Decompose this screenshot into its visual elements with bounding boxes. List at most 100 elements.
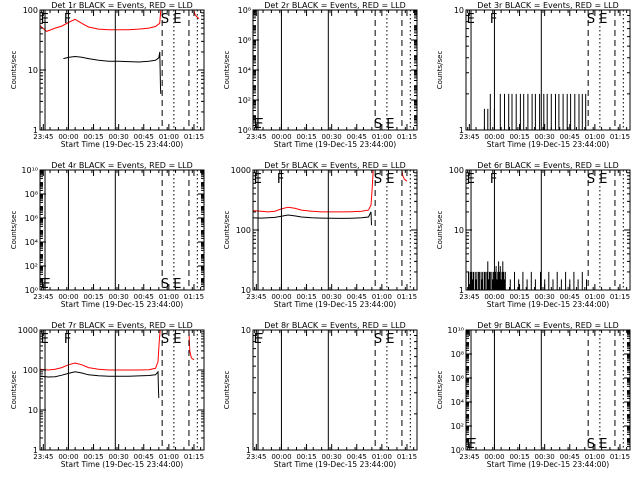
- x-tick-label: 00:45: [347, 293, 367, 301]
- plot-frame: [252, 9, 418, 131]
- phase-label: E: [173, 12, 181, 27]
- x-tick-label: 23:45: [246, 293, 266, 301]
- y-tick-label: 10⁸: [25, 190, 38, 199]
- y-tick-label: 100: [236, 226, 251, 235]
- x-tick-label: 00:00: [58, 133, 78, 141]
- phase-label: S: [161, 12, 169, 27]
- x-tick-label: 00:00: [58, 293, 78, 301]
- phase-label: F: [490, 12, 497, 27]
- x-tick-label: 00:45: [347, 453, 367, 461]
- x-tick-label: 01:00: [585, 453, 605, 461]
- y-tick-label: 10⁶: [238, 36, 251, 45]
- y-axis-label: Counts/sec: [10, 371, 18, 410]
- x-tick-label: 00:15: [509, 453, 529, 461]
- x-tick-label: 01:00: [372, 293, 392, 301]
- phase-label: E: [173, 332, 181, 347]
- y-tick-label: 100: [23, 6, 38, 15]
- phase-label: F: [64, 12, 71, 27]
- phase-label: S: [587, 12, 595, 27]
- x-tick-label: 00:00: [58, 453, 78, 461]
- phase-label: E: [41, 332, 49, 347]
- x-axis-label: Start Time (19-Dec-15 23:44:00): [274, 460, 396, 469]
- x-tick-label: 01:00: [159, 293, 179, 301]
- x-tick-label: 23:45: [246, 453, 266, 461]
- y-axis-label: Counts/sec: [436, 51, 444, 90]
- series-line-black: [63, 51, 162, 94]
- phase-label: F: [277, 172, 284, 187]
- x-tick-label: 00:00: [484, 133, 504, 141]
- x-tick-label: 01:00: [159, 453, 179, 461]
- x-tick-label: 00:30: [535, 133, 555, 141]
- y-tick-label: 1000: [18, 326, 38, 335]
- y-axis-label: Counts/sec: [223, 51, 231, 90]
- phase-label: E: [41, 12, 49, 27]
- x-tick-label: 00:00: [271, 133, 291, 141]
- plot-frame: [465, 329, 631, 451]
- phase-label: E: [467, 437, 475, 452]
- x-axis-label: Start Time (19-Dec-15 23:44:00): [487, 300, 609, 309]
- series-line-black: [252, 211, 372, 226]
- y-axis-label: Counts/sec: [436, 211, 444, 250]
- y-tick-label: 10⁴: [25, 238, 38, 247]
- phase-label: E: [467, 172, 475, 187]
- phase-label: S: [587, 172, 595, 187]
- y-tick-label: 10: [28, 66, 38, 75]
- phase-label: S: [374, 332, 382, 347]
- phase-label: E: [599, 12, 607, 27]
- y-tick-label: 10: [454, 6, 464, 15]
- x-tick-label: 01:00: [585, 133, 605, 141]
- x-tick-label: 00:45: [347, 133, 367, 141]
- x-tick-label: 00:15: [296, 133, 316, 141]
- phase-label: E: [173, 277, 181, 292]
- y-tick-label: 10¹⁰: [447, 326, 464, 335]
- phase-label: S: [374, 117, 382, 132]
- x-axis-label: Start Time (19-Dec-15 23:44:00): [61, 300, 183, 309]
- x-tick-label: 00:15: [296, 453, 316, 461]
- x-tick-label: 00:45: [560, 293, 580, 301]
- x-tick-label: 01:15: [184, 293, 204, 301]
- x-tick-label: 00:30: [109, 293, 129, 301]
- y-axis-label: Counts/sec: [10, 51, 18, 90]
- phase-label: E: [599, 437, 607, 452]
- x-tick-label: 01:15: [610, 453, 630, 461]
- panel-title: Det 6r BLACK = Events, RED = LLD: [477, 161, 619, 170]
- y-tick-label: 10⁰: [25, 286, 38, 295]
- plot-frame: [465, 9, 631, 131]
- phase-label: S: [374, 172, 382, 187]
- x-tick-label: 01:15: [397, 453, 417, 461]
- phase-label: E: [254, 332, 262, 347]
- y-tick-label: 1000: [231, 166, 251, 175]
- x-tick-label: 00:15: [83, 453, 103, 461]
- y-axis-label: Counts/sec: [223, 211, 231, 250]
- plot-frame: [39, 9, 205, 131]
- y-tick-label: 1: [33, 126, 38, 135]
- x-tick-label: 01:15: [610, 293, 630, 301]
- phase-label: F: [43, 277, 50, 292]
- x-tick-label: 01:00: [372, 133, 392, 141]
- series-line-black: [483, 93, 587, 130]
- x-tick-label: 23:45: [459, 453, 479, 461]
- phase-label: E: [467, 12, 475, 27]
- panel-title: Det 5r BLACK = Events, RED = LLD: [264, 161, 406, 170]
- x-tick-label: 01:15: [397, 133, 417, 141]
- y-tick-label: 10⁶: [25, 214, 38, 223]
- phase-label: E: [41, 277, 49, 292]
- x-tick-label: 00:15: [83, 133, 103, 141]
- y-tick-label: 10²: [25, 262, 38, 271]
- x-tick-label: 00:30: [535, 453, 555, 461]
- x-tick-label: 01:00: [585, 293, 605, 301]
- y-tick-label: 10⁰: [451, 446, 464, 455]
- x-tick-label: 23:45: [33, 133, 53, 141]
- x-tick-label: 00:00: [271, 453, 291, 461]
- y-axis-label: Counts/sec: [223, 371, 231, 410]
- plot-frame: [252, 169, 418, 291]
- y-tick-label: 1: [246, 446, 251, 455]
- phase-label: S: [161, 277, 169, 292]
- x-tick-label: 00:45: [560, 453, 580, 461]
